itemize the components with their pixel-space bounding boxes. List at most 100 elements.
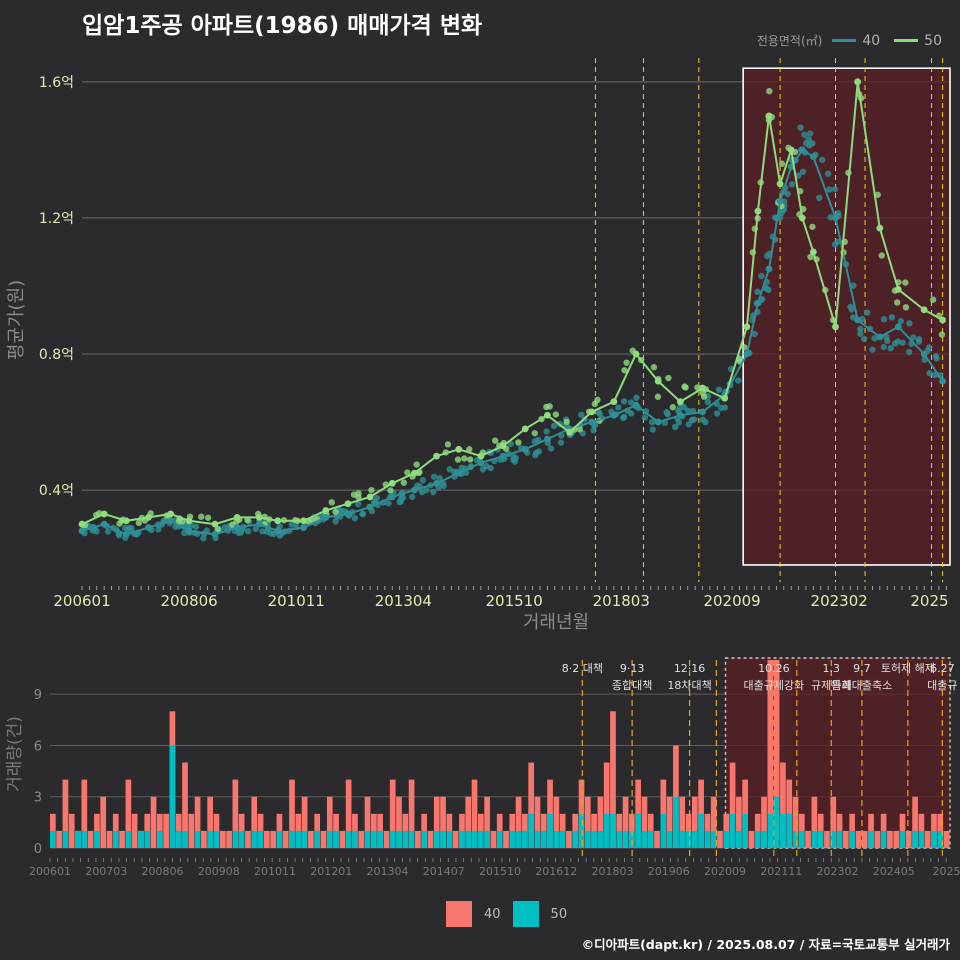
series-marker-40	[632, 401, 640, 409]
volume-bar-50	[616, 830, 623, 848]
data-point-50	[135, 519, 143, 527]
volume-bar-40	[748, 830, 755, 848]
volume-bar-40	[50, 813, 56, 848]
series-marker-40	[411, 486, 418, 494]
data-point-40	[758, 272, 765, 280]
data-point-40	[409, 493, 416, 501]
volume-bar-50	[182, 830, 188, 848]
data-point-40	[436, 474, 443, 482]
volume-bar-50	[408, 830, 415, 848]
volume-bar-50	[792, 830, 799, 848]
volume-bar-40	[144, 813, 151, 848]
volume-bar-50	[597, 830, 604, 848]
data-point-40	[430, 488, 437, 496]
data-point-40	[857, 330, 864, 337]
volume-bar-50	[251, 830, 258, 848]
data-point-50	[214, 526, 221, 533]
data-point-40	[385, 500, 392, 507]
data-point-50	[368, 486, 375, 494]
volume-bar-40	[685, 813, 692, 848]
data-point-40	[355, 500, 362, 508]
data-point-50	[621, 367, 628, 374]
series-marker-50	[411, 469, 418, 477]
volume-bar-40	[452, 830, 459, 848]
legend-label-50: 50	[924, 32, 942, 49]
volume-bar-50	[780, 813, 786, 848]
series-marker-50	[676, 398, 684, 406]
data-point-40	[735, 377, 742, 384]
data-point-40	[641, 414, 649, 421]
volume-bar-50	[496, 830, 503, 848]
volume-bar-40	[761, 796, 767, 848]
volume-x-tick-label: 200806	[142, 865, 184, 878]
volume-bar-40	[81, 779, 88, 848]
volume-bar-50	[547, 813, 553, 848]
series-marker-40	[78, 527, 86, 535]
volume-bar-40	[383, 830, 390, 848]
volume-bar-40	[905, 830, 912, 848]
series-marker-50	[344, 500, 352, 508]
volume-bar-50	[729, 813, 736, 848]
volume-x-tick-label: 202302	[817, 865, 859, 878]
volume-bar-40	[811, 796, 818, 848]
data-point-40	[104, 528, 112, 535]
volume-bar-40	[446, 813, 453, 848]
volume-bar-50	[767, 813, 774, 848]
volume-x-tick-label: 201906	[648, 865, 690, 878]
data-point-40	[615, 404, 622, 411]
data-point-40	[648, 418, 656, 426]
volume-bar-40	[666, 796, 673, 848]
volume-bar-50	[377, 830, 383, 848]
series-marker-50	[776, 180, 784, 188]
data-point-40	[857, 325, 864, 333]
volume-bar-50	[169, 745, 176, 848]
data-point-50	[467, 456, 474, 463]
series-marker-40	[274, 527, 282, 535]
volume-bar-40	[887, 830, 893, 848]
volume-bar-40	[263, 830, 270, 848]
data-point-40	[619, 414, 627, 422]
data-point-40	[332, 518, 339, 525]
volume-bar-40	[591, 813, 597, 848]
series-marker-50	[455, 445, 463, 453]
volume-bar-50	[736, 830, 742, 848]
volume-bar-40	[522, 813, 528, 848]
highlight-box	[742, 67, 951, 566]
data-point-40	[373, 494, 381, 502]
volume-bar-50	[698, 813, 704, 848]
data-point-40	[557, 439, 565, 446]
policy-label: 18차대책	[667, 679, 711, 692]
data-point-50	[938, 331, 946, 338]
volume-bar-40	[849, 813, 855, 848]
data-point-40	[440, 482, 447, 490]
volume-bar-50	[509, 830, 516, 848]
data-point-40	[543, 428, 550, 435]
data-point-50	[778, 160, 786, 167]
volume-bar-40	[358, 830, 365, 848]
data-point-40	[397, 498, 405, 505]
volume-bar-50	[786, 813, 793, 848]
volume-bar-40	[396, 796, 402, 848]
volume-bar-50	[465, 830, 472, 848]
policy-label: 규제완화	[811, 679, 851, 692]
series-marker-40	[521, 445, 529, 453]
data-point-50	[929, 296, 937, 303]
data-point-40	[869, 346, 876, 353]
series-marker-40	[920, 350, 928, 358]
volume-y-tick-label: 6	[34, 739, 42, 754]
volume-bar-40	[918, 813, 925, 848]
volume-bar-40	[710, 796, 717, 848]
series-marker-50	[632, 350, 640, 358]
data-point-50	[809, 223, 816, 230]
volume-bar-40	[754, 813, 761, 848]
data-point-40	[926, 370, 933, 377]
volume-bar-50	[484, 830, 490, 848]
data-point-40	[419, 477, 427, 484]
volume-bar-40	[308, 830, 314, 848]
data-point-40	[816, 194, 823, 202]
series-marker-50	[477, 452, 485, 460]
data-point-40	[809, 140, 816, 147]
volume-bar-50	[761, 830, 767, 848]
volume-bar-40	[433, 796, 440, 848]
data-point-40	[788, 181, 796, 188]
